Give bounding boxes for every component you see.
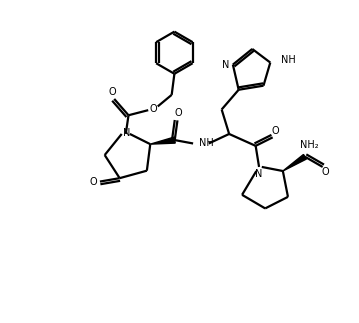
Text: O: O	[108, 87, 116, 97]
Text: O: O	[174, 108, 182, 118]
Text: NH: NH	[281, 55, 296, 65]
Text: N: N	[255, 170, 263, 179]
Text: N: N	[222, 60, 229, 69]
Text: NH₂: NH₂	[300, 140, 318, 150]
Polygon shape	[150, 137, 175, 144]
Text: O: O	[149, 104, 157, 114]
Polygon shape	[283, 154, 307, 171]
Text: O: O	[271, 126, 279, 136]
Text: NH: NH	[199, 139, 214, 149]
Text: N: N	[123, 128, 130, 138]
Text: O: O	[89, 177, 97, 187]
Text: O: O	[322, 167, 329, 177]
